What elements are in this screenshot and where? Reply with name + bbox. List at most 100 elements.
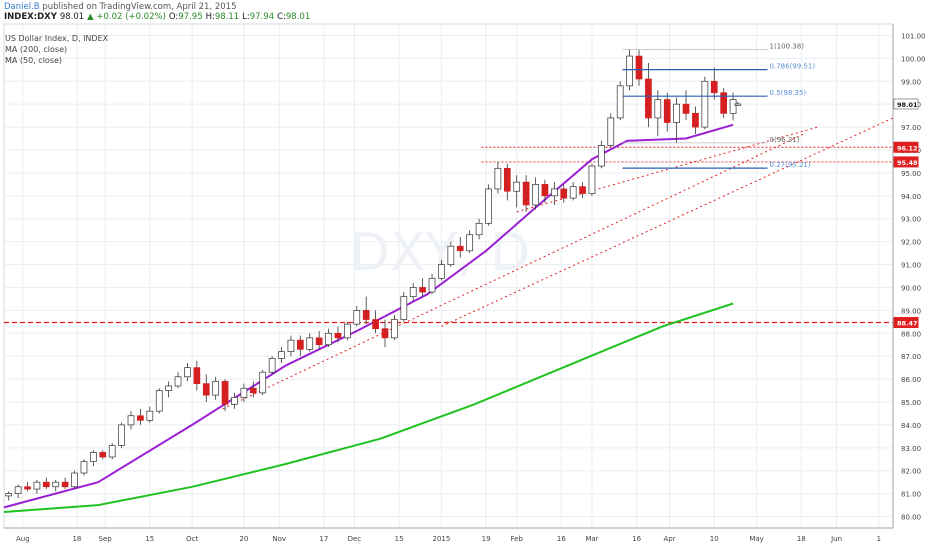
candle-body — [212, 381, 220, 396]
legend-ma200[interactable]: MA (200, close) — [5, 45, 68, 54]
x-tick-label: Apr — [664, 535, 676, 543]
x-tick-label: Feb — [511, 535, 524, 543]
y-tick-label: 97.00 — [901, 124, 921, 132]
candle-body — [663, 99, 671, 123]
fib-label: 0.27(95.21) — [770, 161, 811, 169]
candle-body — [5, 493, 13, 497]
moving-averages — [3, 123, 734, 513]
candle-body — [90, 452, 97, 462]
candle-body — [33, 481, 41, 490]
candle-body — [438, 264, 445, 279]
candle-body — [729, 99, 737, 114]
candle-body — [137, 415, 144, 421]
candle-body — [475, 222, 483, 236]
y-tick-label: 87.00 — [901, 353, 921, 361]
candle-body — [673, 103, 680, 123]
candle-body — [80, 461, 88, 474]
candle-body — [174, 376, 182, 387]
fib-label: 0.5(98.35) — [770, 89, 807, 97]
candle-body — [315, 337, 323, 346]
candle-body — [259, 371, 267, 394]
x-tick-label: Aug — [16, 535, 30, 543]
trendline — [516, 126, 818, 213]
candle-body — [579, 186, 586, 194]
candle-body — [447, 245, 455, 265]
publish-info: Daniel.B published on TradingView.com, A… — [4, 2, 237, 12]
candle-body — [108, 445, 116, 458]
candle-body — [391, 319, 398, 339]
y-tick-label: 88.00 — [901, 330, 921, 338]
legend-title: US Dollar Index, D, INDEX — [5, 34, 109, 43]
candle-body — [598, 145, 605, 167]
author-link[interactable]: Daniel.B — [4, 2, 40, 12]
change-value: ▲ +0.02 (+0.02%) — [87, 12, 166, 22]
x-tick-label: 18 — [797, 535, 806, 543]
candle-body — [513, 181, 521, 192]
y-tick-label: 82.00 — [901, 468, 921, 476]
candle-body — [400, 296, 408, 320]
candle-body — [334, 332, 342, 339]
candle-body — [456, 245, 464, 252]
candle-body — [193, 367, 201, 385]
x-tick-label: 15 — [145, 535, 154, 543]
candle-body — [541, 184, 549, 197]
legend-ma50[interactable]: MA (50, close) — [5, 56, 63, 65]
y-tick-label: 100.00 — [901, 55, 926, 63]
candle-body — [362, 310, 370, 320]
low-label: L: — [242, 12, 250, 22]
close-label: C: — [277, 12, 286, 22]
x-tick-label: Dec — [348, 535, 362, 543]
y-tick-label: 94.00 — [901, 193, 921, 201]
candle-body — [221, 381, 229, 405]
candle-body — [353, 310, 361, 325]
y-tick-label: 92.00 — [901, 239, 921, 247]
x-tick-label: Sep — [99, 535, 113, 543]
candle-body — [344, 323, 351, 339]
x-tick-label: 20 — [239, 535, 248, 543]
y-tick-label: 86.00 — [901, 376, 921, 384]
drawing-lines — [4, 117, 894, 410]
candle-body — [146, 410, 154, 421]
candle-body — [306, 337, 314, 350]
chart-header: Daniel.B published on TradingView.com, A… — [0, 0, 932, 24]
candle-body — [710, 80, 718, 94]
x-tick-label: Mar — [585, 535, 598, 543]
price-axis[interactable]: 80.00 81.00 82.00 83.00 84.00 85.00 86.00 87.00… — [892, 24, 926, 528]
candle-body — [626, 55, 633, 87]
x-tick-label: May — [749, 535, 763, 543]
grid — [3, 23, 894, 529]
candle-body — [654, 99, 662, 119]
candle-body — [52, 481, 60, 488]
price-mark — [893, 141, 919, 153]
candle-body — [202, 383, 210, 396]
y-tick-label: 95.00 — [901, 170, 921, 178]
y-tick-label: 101.00 — [901, 32, 926, 40]
x-tick-label: 2015 — [433, 535, 451, 543]
time-axis[interactable]: Aug 18 Sep 15 Oct 20 Nov 17 Dec 15 2015 19 Feb 16 Mar 1… — [4, 527, 893, 543]
ma50-line — [3, 123, 734, 509]
candle-body — [560, 188, 568, 199]
candle-body — [409, 287, 417, 297]
candle-body — [155, 390, 163, 412]
candle-body — [127, 415, 135, 426]
price-mark-label: 95.48 — [897, 159, 918, 167]
candle-body — [24, 486, 31, 490]
candle-body — [71, 472, 78, 488]
price-mark — [893, 98, 919, 110]
x-tick-label: 1 — [877, 535, 881, 543]
ohlc-line: INDEX:DXY 98.01 ▲ +0.02 (+0.02%) O:97.95… — [4, 12, 310, 22]
x-tick-label: 15 — [395, 535, 404, 543]
y-tick-label: 81.00 — [901, 491, 921, 499]
x-tick-label: Oct — [186, 535, 198, 543]
candle-body — [485, 188, 492, 224]
low-value: 97.94 — [249, 12, 275, 22]
candle-body — [692, 112, 699, 128]
candle-body — [42, 481, 50, 488]
candle-body — [466, 234, 474, 252]
y-tick-label: 93.00 — [901, 216, 921, 224]
candle-body — [184, 367, 191, 378]
x-tick-label: 18 — [72, 535, 81, 543]
price-mark-label: 96.12 — [897, 144, 918, 152]
candle-body — [588, 165, 596, 194]
